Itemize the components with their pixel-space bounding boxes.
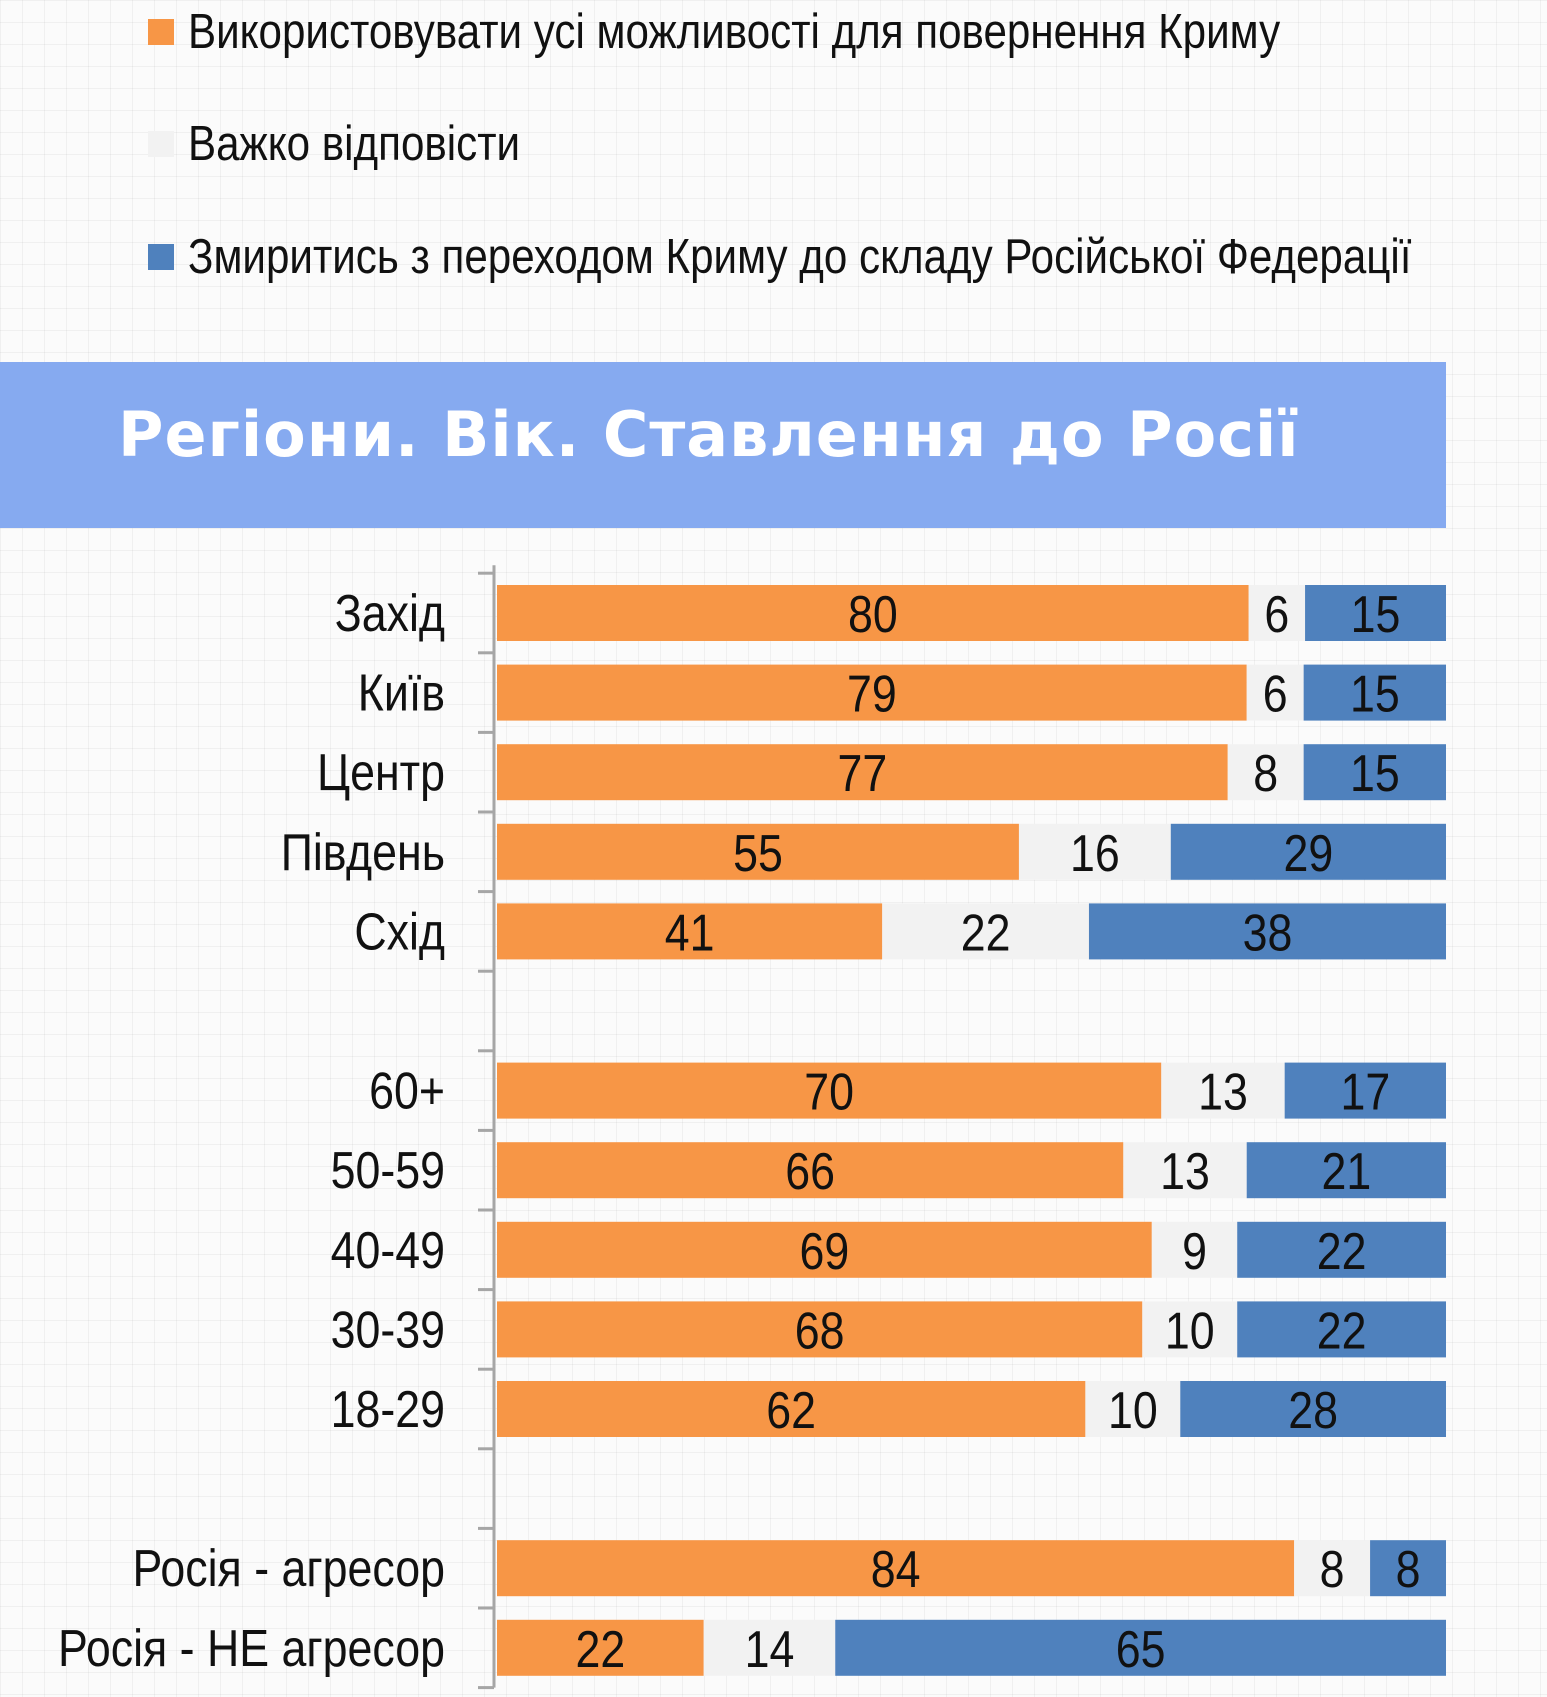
bar-segment <box>497 1221 1152 1278</box>
legend-swatch-gray <box>148 131 174 157</box>
data-label: 13 <box>1160 1143 1210 1201</box>
category-label: 30-39 <box>331 1301 445 1359</box>
bar-segment <box>497 1142 1124 1199</box>
bar-segment <box>497 823 1019 880</box>
category-label: Південь <box>281 824 445 882</box>
bar-segment <box>703 1619 836 1676</box>
data-label: 10 <box>1165 1302 1215 1360</box>
data-label: 16 <box>1070 825 1120 883</box>
category-label: 40-49 <box>331 1222 445 1280</box>
data-label: 8 <box>1320 1541 1345 1599</box>
bar-segment <box>497 585 1249 641</box>
bar-segment <box>882 903 1089 960</box>
category-label: Росія - агресор <box>133 1540 445 1598</box>
legend-item-accept: Змиритись з переходом Криму до складу Ро… <box>148 229 1547 285</box>
data-label: 68 <box>795 1302 845 1360</box>
bar-segment <box>497 744 1228 801</box>
section-title-band: Регіони. Вік. Ставлення до Росії <box>0 362 1446 528</box>
legend-item-hard-to-say: Важко відповісти <box>148 116 574 172</box>
legend-item-return: Використовувати усі можливості для повер… <box>148 4 1458 60</box>
data-label: 38 <box>1243 904 1293 962</box>
legend-label-return: Використовувати усі можливості для повер… <box>188 5 1281 59</box>
bar-segment <box>1246 1142 1446 1199</box>
bar-segment <box>1161 1062 1285 1119</box>
bar-segment <box>1294 1540 1371 1597</box>
bar-segment <box>1303 744 1446 801</box>
data-label: 22 <box>575 1621 625 1679</box>
bar-segment <box>1018 823 1171 880</box>
data-label: 6 <box>1263 665 1288 723</box>
stacked-bar-chart: Захід 80 6 15 Київ 79 6 15 Центр 77 8 15 Південь 55 16… <box>58 565 1446 1690</box>
bar-segment <box>1370 1540 1446 1597</box>
bar-segment <box>1170 823 1446 880</box>
bar-segment <box>1227 744 1304 801</box>
bar-segment <box>1305 585 1446 641</box>
bar-segment <box>1246 664 1304 721</box>
data-label: 14 <box>745 1621 795 1679</box>
legend-swatch-blue <box>148 244 174 270</box>
data-label: 77 <box>837 745 887 803</box>
data-label: 6 <box>1264 586 1289 644</box>
data-label: 79 <box>847 665 897 723</box>
category-label: Київ <box>358 664 445 722</box>
data-label: 66 <box>785 1143 835 1201</box>
data-label: 9 <box>1182 1223 1207 1281</box>
data-label: 80 <box>848 586 898 644</box>
bar-segment <box>1085 1381 1181 1437</box>
bar-segment <box>497 1062 1162 1119</box>
data-label: 28 <box>1288 1382 1338 1440</box>
data-label: 15 <box>1350 745 1400 803</box>
data-label: 69 <box>800 1223 850 1281</box>
data-label: 8 <box>1396 1541 1421 1599</box>
bar-segment <box>497 1381 1086 1437</box>
category-label: 50-59 <box>331 1142 445 1200</box>
data-label: 21 <box>1321 1143 1371 1201</box>
bar-segment <box>1088 903 1446 960</box>
category-label: 60+ <box>369 1062 445 1120</box>
data-label: 10 <box>1108 1382 1158 1440</box>
bar-segment <box>497 1540 1295 1597</box>
legend-label-hard-to-say: Важко відповісти <box>188 117 521 171</box>
bar-segment <box>1237 1221 1446 1278</box>
data-label: 13 <box>1198 1063 1248 1121</box>
category-label: Росія - НЕ агресор <box>58 1620 445 1678</box>
legend-label-accept: Змиритись з переходом Криму до складу Ро… <box>188 230 1412 284</box>
data-label: 41 <box>665 904 715 962</box>
data-label: 15 <box>1351 586 1401 644</box>
bar-segment <box>1284 1062 1446 1119</box>
data-label: 22 <box>1317 1302 1367 1360</box>
data-label: 70 <box>804 1063 854 1121</box>
bar-segment <box>497 1301 1143 1358</box>
bar-segment <box>1151 1221 1238 1278</box>
bar-segment <box>497 903 883 960</box>
bar-segment <box>497 664 1247 721</box>
data-label: 62 <box>766 1382 816 1440</box>
data-label: 55 <box>733 825 783 883</box>
bar-segment <box>835 1619 1446 1676</box>
bar-segment <box>1303 664 1446 721</box>
data-label: 17 <box>1340 1063 1390 1121</box>
legend-swatch-orange <box>148 19 174 45</box>
category-label: Схід <box>354 903 445 961</box>
bar-segment <box>497 1619 704 1676</box>
data-label: 22 <box>961 904 1011 962</box>
data-label: 22 <box>1317 1223 1367 1281</box>
category-label: 18-29 <box>331 1381 445 1439</box>
data-label: 15 <box>1350 665 1400 723</box>
bar-segment <box>1142 1301 1238 1358</box>
data-label: 84 <box>871 1541 921 1599</box>
category-label: Захід <box>335 585 445 643</box>
data-label: 8 <box>1253 745 1278 803</box>
section-title: Регіони. Вік. Ставлення до Росії <box>118 398 1300 471</box>
data-label: 29 <box>1284 825 1334 883</box>
category-label: Центр <box>317 744 445 802</box>
bar-segment <box>1237 1301 1446 1358</box>
bar-segment <box>1180 1381 1446 1437</box>
data-label: 65 <box>1116 1621 1166 1679</box>
bar-segment <box>1248 585 1306 641</box>
bar-segment <box>1123 1142 1247 1199</box>
